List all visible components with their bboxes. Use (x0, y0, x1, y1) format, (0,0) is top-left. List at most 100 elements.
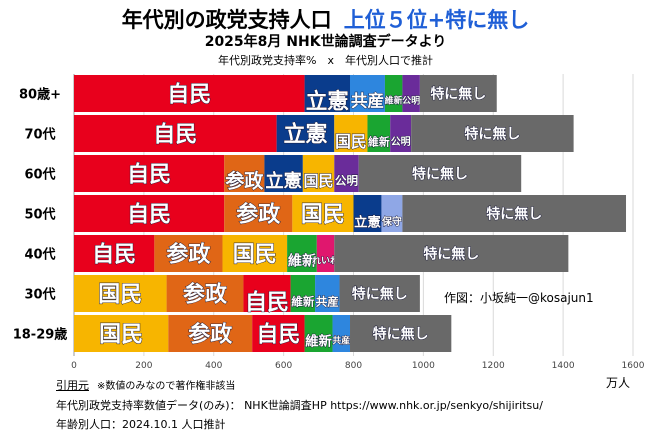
segment-label: 共産 (351, 90, 384, 110)
bar-segment (224, 195, 293, 232)
bar-segment (367, 115, 391, 152)
segment-label: 参政 (183, 281, 228, 307)
segment-label: 自民 (92, 241, 136, 267)
bar-segment (334, 115, 368, 152)
segment-label: 自民 (167, 81, 211, 107)
category-label: 40代 (24, 247, 55, 263)
bar-segment (292, 195, 354, 232)
segment-label: 特に無し (423, 246, 479, 263)
segment-label: 維新 (291, 295, 315, 309)
chart-header: 年代別の政党支持人口 上位５位+特に無し 2025年8月 NHK世論調査データより… (0, 0, 651, 74)
bar-segment (350, 315, 452, 352)
segment-label: 維新 (368, 134, 390, 148)
segment-label: 国民 (99, 322, 143, 347)
bar-segment (252, 315, 305, 352)
bar-segment (287, 235, 317, 272)
category-label: 50代 (24, 207, 55, 223)
bar-segment (74, 115, 277, 152)
bar-segment (381, 195, 403, 232)
bar-segment (390, 115, 412, 152)
bar-segment (304, 75, 351, 112)
category-label: 30代 (24, 287, 55, 303)
segment-label: 自民 (256, 321, 300, 347)
chart-title: 年代別の政党支持人口 上位５位+特に無し (0, 4, 651, 34)
bar-segment (74, 195, 225, 232)
bar-segment (166, 275, 244, 312)
bar-segment (402, 195, 627, 232)
bar-segment (339, 275, 420, 312)
segment-label: 参政 (225, 169, 264, 192)
chart-title-accent: 上位５位+特に無し (343, 8, 530, 32)
bar-segment (315, 275, 340, 312)
segment-label: 参政 (188, 321, 233, 347)
copyright-note: ※数値のみなので著作権非該当 (97, 381, 236, 392)
bar-segment (74, 235, 155, 272)
segment-label: 国民 (98, 282, 142, 307)
x-tick-label: 200 (135, 361, 152, 371)
bar-segment (74, 75, 305, 112)
bar-segment (358, 155, 522, 192)
segment-label: 国民 (304, 172, 334, 190)
segment-label: 特に無し (352, 286, 408, 303)
segment-label: 特に無し (412, 166, 468, 183)
bar-segment (304, 315, 333, 352)
bar-segment (290, 275, 316, 312)
segment-label: 立憲 (354, 213, 381, 230)
bar-segment (74, 155, 225, 192)
bar-segment (332, 315, 351, 352)
segment-label: 立憲 (265, 170, 302, 192)
bar-segment (334, 235, 569, 272)
bar-segment (302, 155, 335, 192)
segment-label: 公明 (335, 174, 359, 188)
footer-notes: 引用元 ※数値のみなので著作権非該当 年代別政党支持率数値データ(のみ)： NHK… (56, 376, 543, 434)
source-line-population: 年齢別人口：2024.10.1 人口推計 (56, 418, 226, 431)
category-label: 70代 (24, 127, 55, 143)
bar-segment (74, 275, 167, 312)
segment-label: れいわ (312, 256, 339, 267)
x-axis-unit: 万人 (606, 376, 631, 390)
x-tick-label: 800 (345, 361, 362, 371)
segment-label: 特に無し (430, 86, 486, 103)
bar-segment (243, 275, 291, 312)
segment-label: 維新 (385, 95, 403, 107)
segment-label: 国民 (335, 132, 367, 151)
segment-label: 維新 (305, 332, 332, 349)
x-tick-label: 400 (205, 361, 222, 371)
segment-label: 参政 (236, 201, 281, 227)
segment-label: 自民 (245, 289, 289, 315)
category-label: 60代 (24, 167, 55, 183)
segment-label: 特に無し (373, 326, 429, 343)
segment-label: 自民 (153, 121, 197, 147)
segment-label: 国民 (233, 242, 277, 267)
bar-segment (334, 155, 359, 192)
bar-segment (264, 155, 303, 192)
segment-label: 保守 (381, 215, 402, 228)
bar-segment (74, 315, 169, 352)
segment-label: 公明 (391, 136, 411, 148)
x-tick-label: 0 (71, 361, 77, 371)
bar-segment (168, 315, 253, 352)
segment-label: 特に無し (486, 206, 542, 223)
segment-label: 共産 (332, 335, 350, 347)
segment-label: 自民 (127, 201, 171, 227)
x-tick-label: 1000 (412, 361, 435, 371)
segment-label: 参政 (166, 241, 211, 267)
bar-segment (402, 75, 420, 112)
bar-segment (316, 235, 335, 272)
segment-label: 立憲 (283, 121, 327, 147)
segment-label: 立憲 (306, 88, 350, 114)
segment-label: 自民 (127, 161, 171, 187)
bar-segment (353, 195, 382, 232)
bar-segment (419, 75, 497, 112)
segment-label: 維新 (288, 253, 316, 270)
segment-label: 公明 (402, 96, 420, 107)
segment-label: 特に無し (464, 126, 520, 143)
source-label: 引用元 (56, 379, 89, 392)
bar-segment (384, 75, 403, 112)
bar-segment (154, 235, 223, 272)
bar-segment (350, 75, 385, 112)
bar-segment (276, 115, 335, 152)
source-row: 引用元 ※数値のみなので著作権非該当 (56, 376, 543, 396)
x-tick-label: 1400 (552, 361, 575, 371)
